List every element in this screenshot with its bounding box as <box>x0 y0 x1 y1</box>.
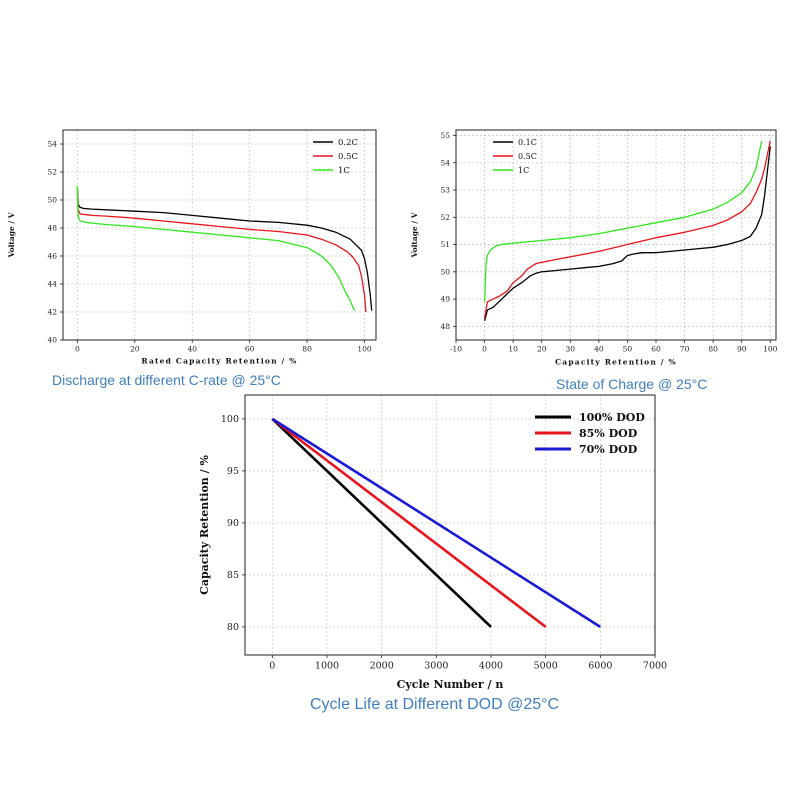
x-tick-label: 7000 <box>643 661 667 672</box>
series-line-70-dod <box>271 417 601 628</box>
state-of-charge-chart: -10 0 10 20 30 40 50 60 70 80 90 100 48 49 50 51 52 53 54 5… <box>400 118 800 378</box>
state-of-charge-caption: State of Charge @ 25°C <box>556 376 708 392</box>
legend-label-1c: 1C <box>518 166 529 175</box>
series-line-100-dod <box>271 417 492 628</box>
legend-label-0-5c: 0.5C <box>338 152 358 162</box>
y-tick-label: 44 <box>47 280 57 289</box>
x-tick-label: 4000 <box>479 661 503 672</box>
y-tick-label: 95 <box>227 466 239 477</box>
y-tick-label: 85 <box>227 570 239 581</box>
plot-frame <box>62 129 377 341</box>
x-tick-label: 100 <box>357 345 372 354</box>
y-tick-label: 53 <box>440 186 450 195</box>
legend-label-0-5c: 0.5C <box>518 152 537 161</box>
x-tick-label: 0 <box>269 661 275 672</box>
x-axis-label: Cycle Number / n <box>397 678 504 691</box>
x-tick-label: 0 <box>482 345 487 354</box>
x-tick-label: 2000 <box>370 661 394 672</box>
x-tick-label: 60 <box>245 345 255 354</box>
x-tick-label: 5000 <box>534 661 558 672</box>
cycle-life-chart-svg: 0 1000 2000 3000 4000 5000 6000 7000 80 85 90 95 100… <box>198 394 667 691</box>
plot-frame <box>455 129 777 341</box>
y-tick-label: 90 <box>227 518 239 529</box>
x-tick-label: 60 <box>651 345 661 354</box>
legend-label-100-dod: 100% DOD <box>579 411 645 424</box>
series-line-0-1c <box>483 146 771 322</box>
y-tick-label: 50 <box>440 267 450 276</box>
x-tick-label: 6000 <box>588 661 612 672</box>
x-tick-label: 3000 <box>424 661 448 672</box>
cycle-life-caption: Cycle Life at Different DOD @25°C <box>310 696 560 713</box>
x-tick-label: 40 <box>594 345 604 354</box>
y-axis-label: Capacity Retention / % <box>198 455 211 595</box>
x-axis-label: Rated Capacity Retention / % <box>141 357 297 366</box>
series-line-0-5c <box>76 191 367 313</box>
y-tick-label: 50 <box>47 196 57 205</box>
x-tick-label: 100 <box>763 345 778 354</box>
cycle-life-chart: 0 1000 2000 3000 4000 5000 6000 7000 80 85 90 95 100… <box>190 394 670 695</box>
y-tick-label: 40 <box>47 336 57 345</box>
x-tick-label: 10 <box>508 345 518 354</box>
x-tick-label: 20 <box>130 345 140 354</box>
legend-label-85-dod: 85% DOD <box>579 427 638 440</box>
y-tick-label: 55 <box>440 131 450 140</box>
legend-label-1c: 1C <box>338 166 350 176</box>
series-line-1c <box>76 185 356 311</box>
series-line-0-5c <box>483 140 771 319</box>
y-tick-label: 54 <box>47 140 57 149</box>
grid <box>245 395 656 655</box>
x-tick-label: 50 <box>623 345 633 354</box>
y-tick-label: 48 <box>440 322 450 331</box>
legend-label-70-dod: 70% DOD <box>579 443 638 456</box>
x-axis-label: Capacity Retention / % <box>555 358 677 367</box>
x-tick-label: 30 <box>566 345 576 354</box>
x-tick-label: 80 <box>708 345 718 354</box>
x-tick-label: 0 <box>75 345 80 354</box>
series-line-85-dod <box>271 417 547 628</box>
discharge-caption: Discharge at different C-rate @ 25°C <box>52 372 281 388</box>
y-axis-label: Voltage / V <box>410 212 419 258</box>
y-tick-label: 52 <box>47 168 57 177</box>
y-tick-label: 52 <box>440 213 450 222</box>
grid <box>455 130 776 340</box>
y-tick-label: 48 <box>47 224 57 233</box>
legend-label-0-1c: 0.1C <box>518 138 537 147</box>
series-line-0-2c <box>76 188 373 311</box>
y-tick-label: 46 <box>47 252 57 261</box>
discharge-chart-svg: 0 20 40 60 80 100 40 42 44 46 48 50 52 54 Rated Capaci… <box>7 129 377 366</box>
plot-frame <box>244 394 656 656</box>
x-tick-label: 80 <box>302 345 312 354</box>
y-tick-label: 42 <box>47 308 57 317</box>
x-tick-label: 70 <box>680 345 690 354</box>
y-tick-label: 100 <box>221 414 239 425</box>
y-tick-label: 54 <box>440 158 450 167</box>
y-axis-label: Voltage / V <box>7 212 16 258</box>
legend-label-0-2c: 0.2C <box>338 138 358 148</box>
state-of-charge-chart-svg: -10 0 10 20 30 40 50 60 70 80 90 100 48 49 50 51 52 53 54 5… <box>410 129 778 367</box>
discharge-chart: 0 20 40 60 80 100 40 42 44 46 48 50 52 54 Rated Capaci… <box>0 118 400 378</box>
x-tick-label: -10 <box>450 345 462 354</box>
y-tick-label: 49 <box>440 295 450 304</box>
series-line-1c <box>483 140 763 302</box>
x-tick-label: 90 <box>737 345 747 354</box>
x-tick-label: 20 <box>537 345 547 354</box>
y-tick-label: 51 <box>440 240 450 249</box>
y-tick-label: 80 <box>227 622 239 633</box>
x-tick-label: 1000 <box>315 661 339 672</box>
x-tick-label: 40 <box>187 345 197 354</box>
